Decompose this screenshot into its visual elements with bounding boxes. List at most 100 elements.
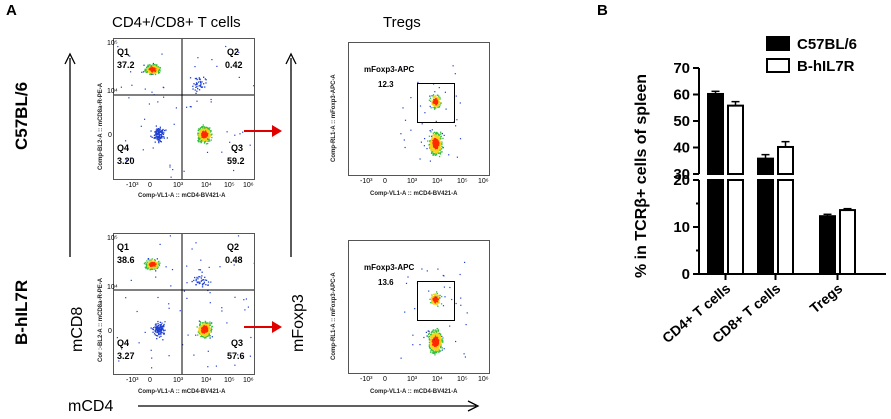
q1-value: 37.2	[117, 60, 135, 70]
legend-label: C57BL/6	[797, 36, 857, 53]
q4-label: Q4	[117, 143, 130, 153]
cd4-axis-arrow	[138, 400, 480, 412]
xtick: 10⁴	[201, 377, 212, 384]
q2-value: 0.48	[225, 255, 243, 265]
y-tick-label: 20	[673, 172, 690, 189]
ytick: 10⁴	[107, 284, 118, 291]
q4-value: 3.27	[117, 351, 135, 361]
foxp3-plot-c57bl6: mFoxp3-APC 12.3	[348, 42, 490, 176]
xtick: 0	[383, 178, 387, 185]
xtick: 10⁶	[243, 377, 254, 384]
cd4-cd8-plot-bhil7r: Q1 38.6 Q2 0.48 Q4 3.27 Q3 57.6	[113, 233, 255, 375]
gate-value: 12.3	[378, 80, 394, 89]
ytick: 10⁵	[107, 40, 118, 47]
cd8-plot-ylabel-bhil7r: Cor :-BL2-A :: mCD8a-R-PE-A	[98, 277, 104, 362]
foxp3-plot-xlabel-bhil7r: Comp-VL1-A :: mCD4-BV421-A	[370, 389, 458, 395]
legend: C57BL/6 B-hIL7R	[766, 36, 857, 75]
xtick: -10³	[360, 178, 373, 185]
q4-value: 3.20	[117, 156, 135, 166]
ytick: 0	[108, 132, 112, 139]
q3-label: Q3	[231, 338, 244, 348]
column-title-tregs: Tregs	[383, 14, 421, 31]
red-arrow-c57bl6	[244, 130, 274, 132]
xtick: 0	[383, 376, 387, 383]
y-axis-label: % in TCRβ+ cells of spleen	[633, 74, 650, 278]
xtick: 10³	[173, 377, 184, 384]
column-title-cd4-cd8: CD4+/CD8+ T cells	[112, 14, 241, 31]
xtick: 0	[148, 182, 152, 189]
panel-a-letter: A	[6, 2, 17, 19]
xtick: -10³	[360, 376, 373, 383]
q1-value: 38.6	[117, 255, 135, 265]
legend-swatch	[766, 58, 790, 73]
foxp3-plot-ylabel-bhil7r: Comp-RL1-A :: mFoxp3-APC-A	[331, 272, 337, 360]
foxp3-plot-bhil7r: mFoxp3-APC 13.6	[348, 240, 490, 374]
xtick: 10⁵	[457, 376, 468, 383]
q3-value: 59.2	[227, 156, 245, 166]
xtick: 10³	[407, 376, 418, 383]
xtick: 10⁵	[457, 178, 468, 185]
cd4-cd8-plot-c57bl6: Q1 37.2 Q2 0.42 Q4 3.20 Q3 59.2	[113, 38, 255, 180]
legend-swatch	[766, 36, 790, 51]
legend-label: B-hIL7R	[797, 58, 855, 75]
xtick: 10⁶	[243, 182, 254, 189]
xtick: 10³	[407, 178, 418, 185]
foxp3-gate-c57bl6	[417, 83, 455, 123]
xtick: 10⁶	[478, 178, 489, 185]
cd4-cd8-scatter-c57bl6	[114, 39, 254, 179]
bar-tregs-b-hil7r	[839, 207, 856, 275]
foxp3-gate-bhil7r	[417, 281, 455, 321]
cd8-plot-xlabel-bhil7r: Comp-VL1-A :: mCD4-BV421-A	[138, 389, 226, 395]
cd4-axis-label: mCD4	[68, 398, 114, 415]
bar-cd8-t-cells-b-hil7r	[777, 140, 794, 275]
ytick: 0	[108, 328, 112, 335]
panel-b-letter: B	[597, 2, 608, 19]
foxp3-axis-label: mFoxp3	[290, 294, 307, 352]
y-tick-label: 30	[673, 166, 690, 183]
xtick: 10⁶	[478, 376, 489, 383]
foxp3-scatter-bhil7r	[400, 261, 468, 359]
q2-value: 0.42	[225, 60, 243, 70]
cd8-plot-ylabel-c57bl6: Comp-BL2-A :: mCD8a-R-PE-A	[98, 82, 104, 170]
foxp3-plot-xlabel-c57bl6: Comp-VL1-A :: mCD4-BV421-A	[370, 191, 458, 197]
q1-label: Q1	[117, 47, 130, 57]
strain-label-bhil7r: B-hIL7R	[12, 279, 31, 345]
y-tick-label: 10	[673, 219, 690, 236]
xtick: 10⁵	[224, 182, 235, 189]
xtick: 10³	[173, 182, 184, 189]
ytick: 10⁵	[107, 235, 118, 242]
bar-cd8-t-cells-c57bl-6	[757, 153, 774, 275]
foxp3-axis-arrow	[285, 52, 297, 257]
xtick: 0	[148, 377, 152, 384]
y-tick-label: 50	[673, 113, 690, 130]
foxp3-plot-ylabel-c57bl6: Comp-RL1-A :: mFoxp3-APC-A	[331, 74, 337, 162]
xtick: -10³	[126, 182, 139, 189]
red-arrow-head-bhil7r	[272, 321, 282, 333]
bar-tregs-c57bl-6	[819, 213, 836, 276]
red-arrow-bhil7r	[244, 326, 274, 328]
q3-value: 57.6	[227, 351, 245, 361]
y-tick-label: 70	[673, 60, 690, 77]
cd4-cd8-scatter-bhil7r	[114, 234, 254, 374]
ytick: 10⁴	[107, 88, 118, 95]
cd8-axis-label: mCD8	[69, 306, 86, 352]
xtick: 10⁴	[432, 178, 443, 185]
xtick: 10⁴	[432, 376, 443, 383]
foxp3-scatter-c57bl6	[400, 65, 462, 162]
xtick: 10⁵	[224, 377, 235, 384]
gate-label: mFoxp3-APC	[364, 65, 415, 74]
q4-label: Q4	[117, 338, 130, 348]
cd8-axis-arrow	[64, 52, 76, 257]
bar-cd4-t-cells-c57bl-6	[707, 90, 724, 275]
red-arrow-head-c57bl6	[272, 125, 282, 137]
xtick: 10⁴	[201, 182, 212, 189]
gate-value: 13.6	[378, 278, 394, 287]
q2-label: Q2	[227, 242, 240, 252]
q3-label: Q3	[231, 143, 244, 153]
strain-label-c57bl6: C57BL/6	[12, 81, 31, 150]
q1-label: Q1	[117, 242, 130, 252]
y-tick-label: 60	[673, 87, 690, 104]
gate-label: mFoxp3-APC	[364, 263, 415, 272]
y-tick-label: 0	[682, 266, 690, 283]
